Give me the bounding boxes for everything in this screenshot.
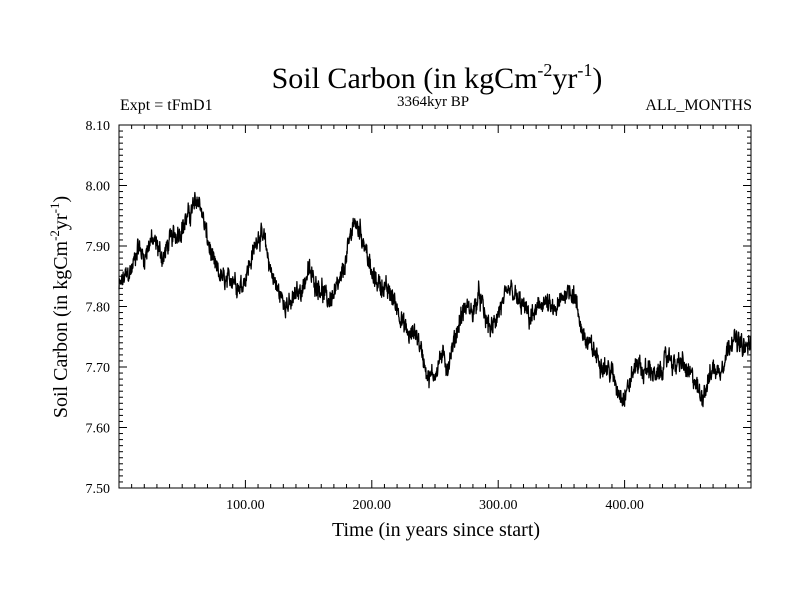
y-axis-label: Soil Carbon (in kgCm-2yr-1) [47,196,72,418]
y-tick-label: 8.00 [86,180,111,195]
y-tick-label: 7.60 [86,422,111,437]
y-tick-label: 7.50 [86,482,111,497]
months-label: ALL_MONTHS [645,97,752,114]
x-tick-label: 100.00 [226,498,265,513]
data-line-soil-carbon [118,191,752,408]
x-tick-label: 200.00 [353,498,392,513]
period-label: 3364kyr BP [397,94,469,110]
y-tick-label: 8.10 [86,119,111,134]
x-tick-label: 300.00 [479,498,518,513]
y-tick-label: 7.80 [86,301,111,316]
y-tick-label: 7.90 [86,240,111,255]
x-tick-label: 400.00 [605,498,644,513]
y-tick-label: 7.70 [86,361,111,376]
plot-area: 100.00 200.00 300.00 400.00 7.50 7.60 7.70 7.80… [86,119,752,513]
x-axis-label: Time (in years since start) [332,519,540,541]
experiment-label: Expt = tFmD1 [120,97,213,114]
plot-frame [118,124,752,489]
chart-title: Soil Carbon (in kgCm-2yr-1) [272,60,603,95]
